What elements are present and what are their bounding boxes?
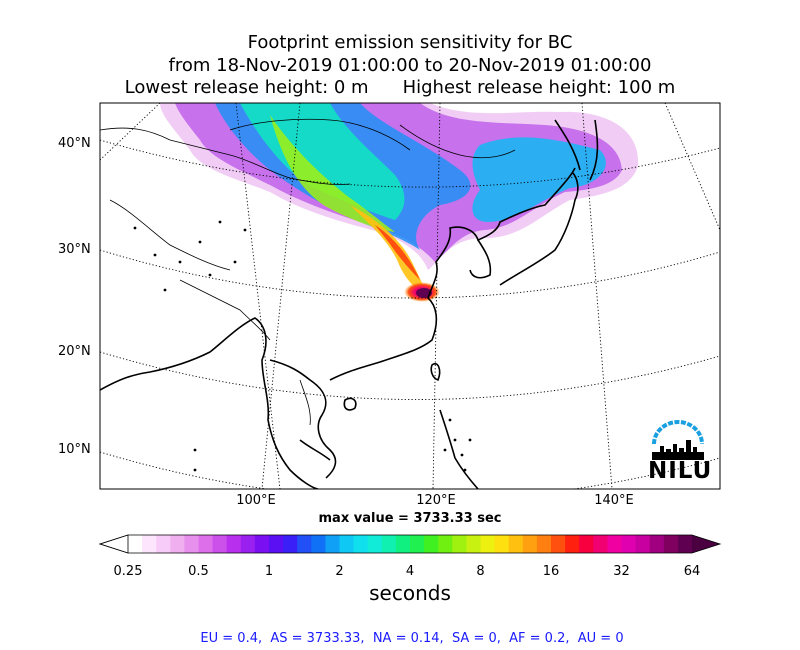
colorbar-swatch bbox=[452, 535, 467, 553]
lon-label-140e: 140°E bbox=[594, 493, 634, 508]
nilu-logo-text: NILU bbox=[648, 458, 713, 484]
colorbar-swatch bbox=[240, 535, 256, 553]
lat-label-30n: 30°N bbox=[58, 242, 91, 257]
colorbar-swatch bbox=[156, 535, 171, 553]
colorbar-frame bbox=[98, 534, 722, 554]
colorbar-swatch bbox=[142, 535, 157, 553]
colorbar-swatch bbox=[677, 535, 693, 553]
colorbar bbox=[98, 534, 722, 554]
colorbar-swatch bbox=[522, 535, 538, 553]
colorbar-swatch bbox=[508, 535, 524, 553]
colorbar-swatch bbox=[480, 535, 495, 553]
colorbar-swatch bbox=[226, 535, 242, 553]
colorbar-tick-label: 0.25 bbox=[113, 564, 143, 579]
title-line-3: Lowest release height: 0 m Highest releas… bbox=[0, 77, 800, 99]
colorbar-under-arrow bbox=[98, 534, 129, 554]
colorbar-swatch bbox=[536, 535, 552, 553]
colorbar-swatch bbox=[424, 535, 439, 553]
colorbar-swatch bbox=[621, 535, 636, 553]
max-value-label: max value = 3733.33 sec bbox=[318, 511, 502, 526]
colorbar-swatch bbox=[367, 535, 383, 553]
lon-label-120e: 120°E bbox=[416, 493, 456, 508]
map-frame bbox=[99, 102, 721, 490]
colorbar-swatch bbox=[438, 535, 453, 553]
colorbar-swatch bbox=[381, 535, 397, 553]
colorbar-swatch bbox=[311, 535, 326, 553]
colorbar-swatch bbox=[663, 535, 679, 553]
colorbar-tick-label: 0.5 bbox=[188, 564, 209, 579]
colorbar-swatch bbox=[635, 535, 651, 553]
map-area bbox=[100, 103, 720, 489]
colorbar-tick-label: 1 bbox=[264, 564, 274, 579]
colorbar-swatch bbox=[466, 535, 481, 553]
islands bbox=[133, 220, 472, 472]
colorbar-swatch bbox=[283, 535, 298, 553]
colorbar-swatch bbox=[607, 535, 622, 553]
title-line-2: from 18-Nov-2019 01:00:00 to 20-Nov-2019… bbox=[168, 55, 652, 76]
colorbar-tick-label: 64 bbox=[683, 564, 701, 579]
colorbar-swatch bbox=[170, 535, 185, 553]
lat-label-20n: 20°N bbox=[58, 344, 91, 359]
colorbar-tick-label: 4 bbox=[405, 564, 415, 579]
coastlines bbox=[100, 118, 599, 489]
colorbar-swatch bbox=[353, 535, 369, 553]
colorbar-swatch bbox=[494, 535, 510, 553]
colorbar-tick-label: 32 bbox=[613, 564, 630, 579]
colorbar-swatch bbox=[551, 535, 566, 553]
lowest-release-height: Lowest release height: 0 m bbox=[124, 77, 369, 98]
lat-label-40n: 40°N bbox=[58, 136, 91, 151]
colorbar-swatch bbox=[325, 535, 340, 553]
colorbar-swatch bbox=[593, 535, 608, 553]
colorbar-swatch bbox=[395, 535, 411, 553]
colorbar-unit-label: seconds bbox=[369, 581, 451, 605]
colorbar-tick-label: 2 bbox=[335, 564, 344, 579]
colorbar-swatch bbox=[184, 535, 199, 553]
nilu-logo bbox=[646, 414, 710, 484]
title-line-1: Footprint emission sensitivity for BC bbox=[247, 32, 573, 53]
highest-release-height: Highest release height: 100 m bbox=[402, 77, 676, 98]
colorbar-swatch bbox=[649, 535, 665, 553]
lat-label-10n: 10°N bbox=[58, 442, 91, 457]
colorbar-swatch bbox=[212, 535, 228, 553]
colorbar-tick-label: 8 bbox=[476, 564, 485, 579]
colorbar-swatch bbox=[565, 535, 580, 553]
region-summary: EU = 0.4, AS = 3733.33, NA = 0.14, SA = … bbox=[200, 631, 624, 646]
colorbar-swatch bbox=[339, 535, 354, 553]
colorbar-swatch bbox=[198, 535, 213, 553]
colorbar-over-arrow bbox=[692, 535, 720, 553]
colorbar-swatch bbox=[297, 535, 312, 553]
colorbar-swatch bbox=[410, 535, 425, 553]
colorbar-swatch bbox=[128, 535, 143, 553]
colorbar-swatch bbox=[254, 535, 270, 553]
colorbar-tick-label: 16 bbox=[542, 564, 560, 579]
colorbar-swatch bbox=[269, 535, 284, 553]
footprint-plume bbox=[160, 103, 639, 302]
lon-label-100e: 100°E bbox=[236, 493, 276, 508]
colorbar-swatch bbox=[579, 535, 594, 553]
